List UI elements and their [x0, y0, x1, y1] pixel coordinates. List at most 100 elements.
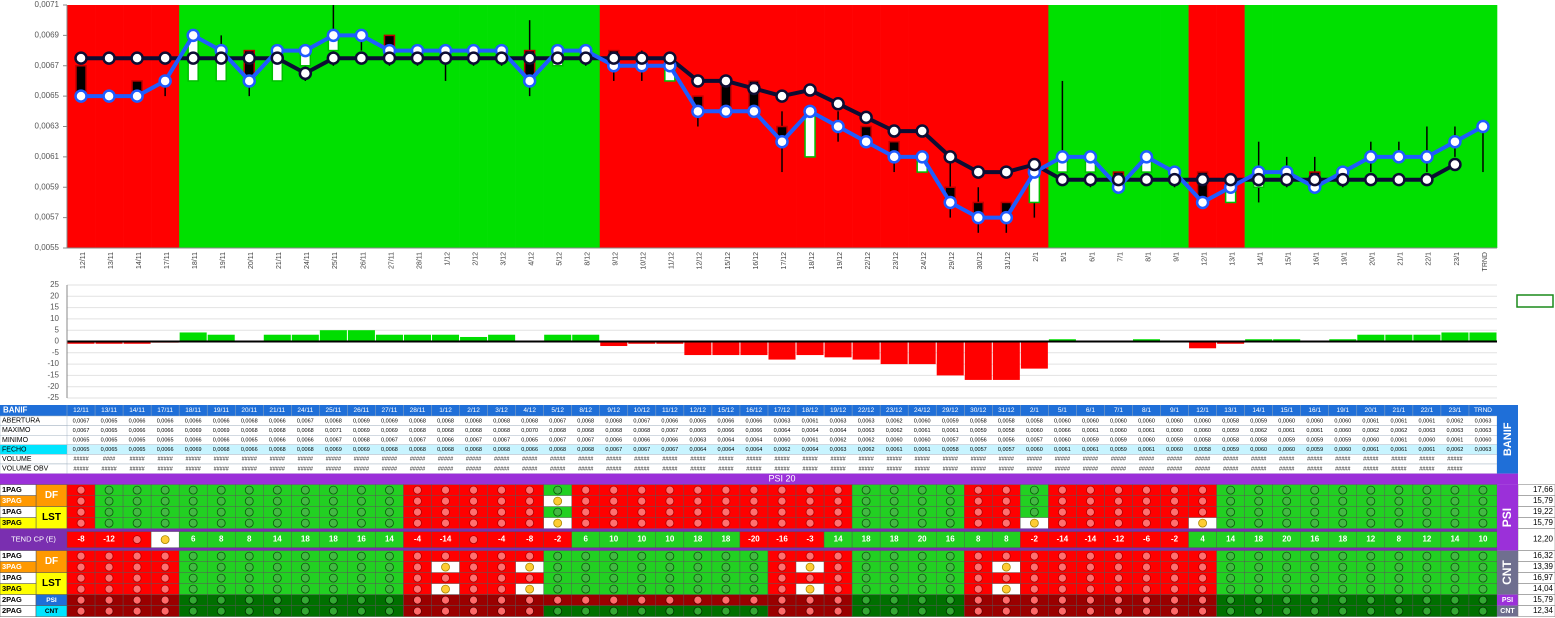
- signal-dot: [1478, 584, 1488, 594]
- signal-dot: [1086, 518, 1095, 528]
- table-cell: 0,0062: [1362, 428, 1379, 434]
- table-cell: 0,0069: [381, 418, 398, 424]
- signal-dot: [385, 606, 394, 616]
- table-cell: 0,0063: [774, 418, 791, 424]
- selected-cell[interactable]: [1516, 294, 1554, 308]
- table-cell: 0,0068: [269, 447, 286, 453]
- signal-dot: [693, 584, 703, 594]
- signal-dot: [1029, 551, 1039, 561]
- table-column-header: 3/12: [495, 407, 508, 414]
- signal-dot: [637, 518, 647, 528]
- signal-dot: [300, 595, 310, 605]
- row-label: 3PAG: [2, 562, 22, 571]
- signal-dot: [917, 562, 927, 572]
- signal-dot: [777, 562, 787, 572]
- signal-dot: [861, 573, 871, 583]
- signal-dot: [132, 573, 142, 583]
- table-column-header: 30/12: [970, 407, 987, 414]
- signal-dot: [76, 496, 86, 506]
- signal-dot: [132, 535, 142, 544]
- trend-value: 14: [1226, 535, 1235, 544]
- signal-dot: [1394, 496, 1404, 506]
- signal-dot: [945, 584, 955, 594]
- table-cell: 0,0061: [1138, 447, 1155, 453]
- signal-dot: [328, 606, 338, 616]
- row-label: 3PAG: [2, 584, 22, 593]
- table-column-header: 14/11: [129, 407, 145, 414]
- average-point: [102, 51, 116, 65]
- signal-dot: [581, 573, 591, 583]
- x-tick-label: 19/12: [837, 252, 844, 270]
- close-point: [1195, 195, 1210, 210]
- group-label: LST: [42, 578, 61, 589]
- trend-value: 16: [1310, 535, 1319, 544]
- signal-dot: [889, 573, 899, 583]
- table-column-header: 7/1: [1114, 407, 1123, 414]
- signal-dot: [1282, 562, 1292, 572]
- signal-dot: [525, 485, 535, 495]
- table-cell: 0,0069: [213, 428, 230, 434]
- signal-dot: [1086, 584, 1095, 594]
- signal-dot: [721, 496, 731, 506]
- table-cell: #####: [1055, 466, 1071, 472]
- table-cell: #####: [550, 466, 566, 472]
- table-cell: 0,0063: [689, 437, 706, 443]
- table-cell: 0,0068: [437, 447, 454, 453]
- signal-dot: [497, 573, 507, 583]
- table-cell: #####: [410, 457, 426, 463]
- signal-dot: [1142, 584, 1151, 594]
- trend-value: -2: [554, 535, 562, 544]
- table-cell: 0,0060: [1082, 418, 1099, 424]
- average-point: [859, 110, 873, 125]
- signal-dot: [1282, 584, 1292, 594]
- signal-dot: [385, 496, 394, 506]
- x-tick-label: 15/1: [1286, 252, 1293, 266]
- signal-dot: [1198, 562, 1207, 572]
- bar: [1385, 334, 1413, 342]
- signal-dot: [553, 551, 563, 561]
- signal-dot: [1366, 606, 1376, 616]
- signal-dot: [525, 518, 535, 528]
- signal-dot: [637, 562, 647, 572]
- table-column-header: 13/1: [1224, 407, 1237, 414]
- close-point: [522, 74, 537, 88]
- table-column-header: 18/11: [185, 407, 201, 414]
- table-cell: 0,0061: [1054, 447, 1071, 453]
- signal-dot: [973, 551, 983, 561]
- signal-dot: [132, 595, 142, 605]
- table-cell: 0,0057: [970, 447, 987, 453]
- x-tick-label: 28/11: [416, 252, 423, 269]
- table-cell: 0,0067: [325, 437, 342, 443]
- signal-dot: [413, 584, 422, 594]
- signal-dot: [244, 485, 254, 495]
- signal-dot: [917, 573, 927, 583]
- table-column-header: 20/1: [1364, 407, 1377, 414]
- signal-dot: [385, 551, 394, 561]
- table-cell: 0,0066: [437, 437, 454, 443]
- signal-dot: [581, 606, 591, 616]
- close-point: [831, 119, 845, 134]
- signal-dot: [1282, 551, 1292, 561]
- y-tick-label: 0: [55, 337, 60, 346]
- signal-dot: [1422, 562, 1432, 572]
- signal-dot: [76, 562, 86, 572]
- bar: [852, 341, 880, 360]
- signal-dot: [76, 584, 86, 594]
- table-cell: #####: [157, 457, 173, 463]
- table-cell: #####: [774, 457, 790, 463]
- signal-dot: [1198, 507, 1207, 517]
- table-cell: #####: [943, 466, 959, 472]
- background-band: [1160, 5, 1189, 248]
- signal-dot: [1394, 551, 1404, 561]
- average-point: [1420, 172, 1434, 187]
- table-cell: #####: [494, 457, 510, 463]
- side-label: PSI: [1500, 508, 1514, 527]
- table-cell: 0,0064: [718, 447, 735, 453]
- signal-dot: [945, 518, 955, 528]
- signal-dot: [272, 496, 282, 506]
- table-cell: 0,0069: [185, 447, 202, 453]
- signal-dot: [1142, 518, 1151, 528]
- trend-value: 18: [329, 535, 338, 544]
- bar: [964, 341, 992, 380]
- signal-dot: [805, 595, 815, 605]
